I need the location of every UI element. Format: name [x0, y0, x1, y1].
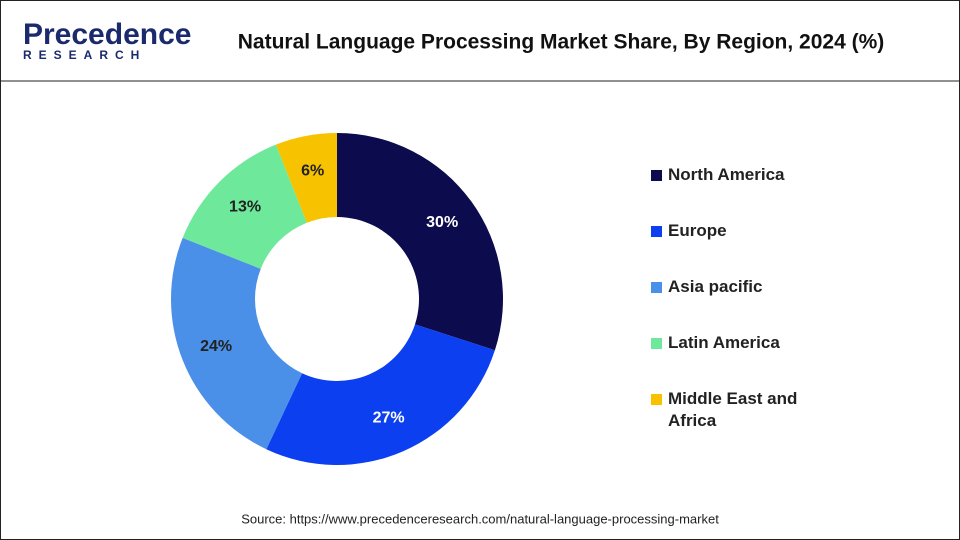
pie-slice	[337, 133, 503, 351]
legend-item: Latin America	[651, 332, 821, 354]
logo-tagline: RESEARCH	[23, 48, 146, 62]
legend-swatch	[651, 226, 662, 237]
legend-label: Asia pacific	[668, 277, 763, 296]
legend-item: North America	[651, 164, 821, 186]
pie-slice	[182, 144, 307, 269]
pie-slice	[171, 237, 303, 450]
legend-swatch	[651, 338, 662, 349]
logo-name: Precedence	[23, 18, 191, 51]
legend-label: Europe	[668, 221, 727, 240]
pie-slice	[266, 324, 495, 465]
legend-label: Latin America	[668, 333, 780, 352]
pie-slice	[275, 133, 337, 223]
legend-item: Europe	[651, 220, 821, 242]
legend-swatch	[651, 394, 662, 405]
legend-item: Asia pacific	[651, 276, 821, 298]
legend-swatch	[651, 170, 662, 181]
legend-label: Middle East and Africa	[668, 389, 798, 430]
legend-swatch	[651, 282, 662, 293]
slice-label: 27%	[373, 410, 405, 427]
slice-label: 24%	[200, 338, 232, 355]
chart-title: Natural Language Processing Market Share…	[238, 31, 885, 54]
slice-label: 13%	[229, 198, 261, 215]
legend-label: North America	[668, 165, 785, 184]
legend-item: Middle East and Africa	[651, 388, 821, 432]
source: Source: https://www.precedenceresearch.c…	[241, 511, 719, 526]
slice-label: 6%	[301, 163, 324, 180]
slice-label: 30%	[426, 214, 458, 231]
